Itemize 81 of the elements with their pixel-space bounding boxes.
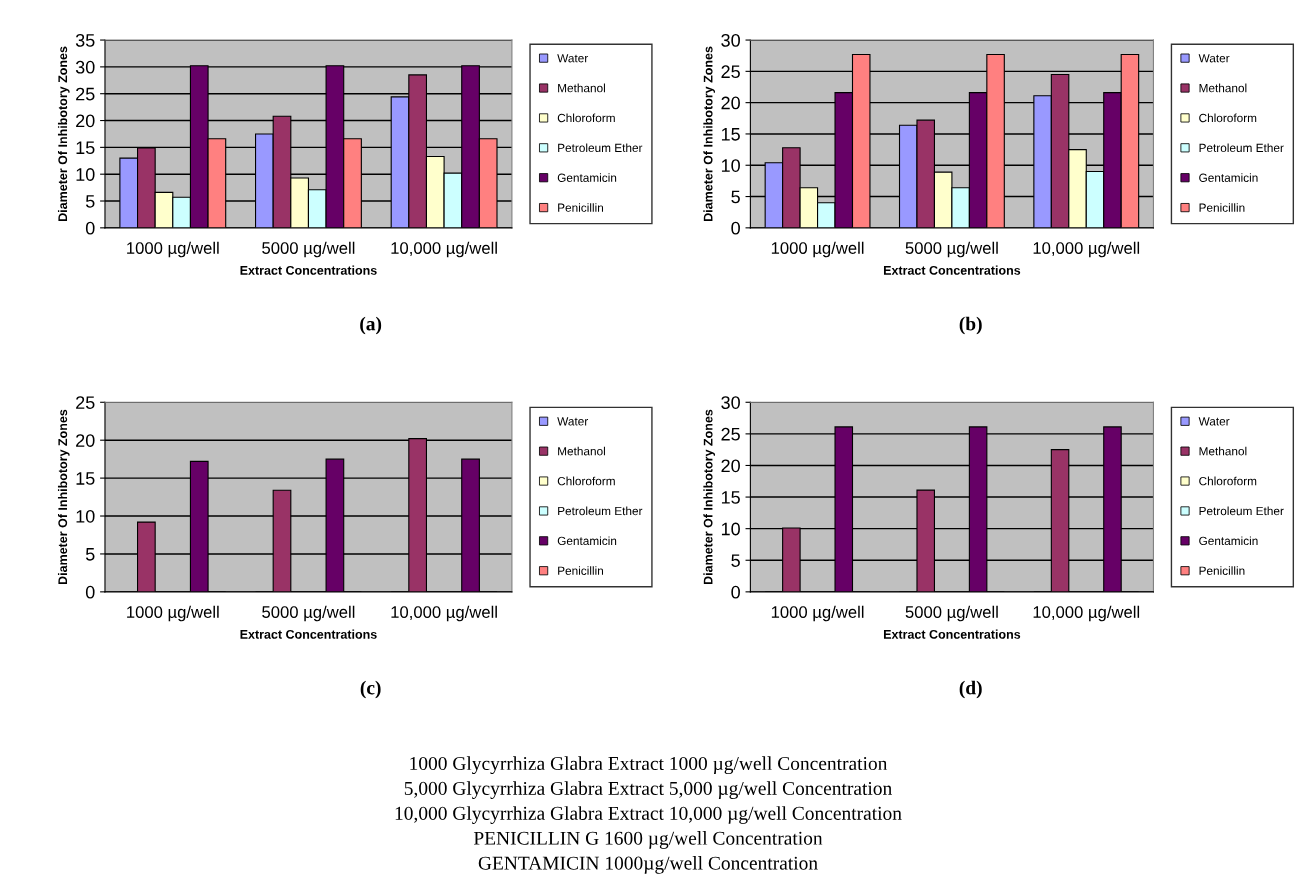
x-tick-label: 5000 µg/well — [905, 605, 998, 622]
x-tick-label: 1000 µg/well — [127, 605, 219, 622]
text: (c) — [360, 680, 381, 699]
legend-label: Water — [1198, 417, 1230, 426]
y-tick-label: 20 — [721, 96, 740, 110]
x-tick-label: 5000 µg/well — [905, 241, 998, 258]
text: 1000 Glycyrrhiza Glabra Extract 1000 µg/well Concentration — [410, 756, 888, 775]
x-tick-label: 1000 µg/well — [771, 605, 864, 622]
y-tick-label: 5 — [731, 190, 740, 204]
y-tick-label: 5 — [731, 554, 740, 567]
legend-label: Gentamicin — [557, 173, 617, 182]
x-tick-label: 10,000 µg/well — [1033, 605, 1140, 622]
x-tick-label: 10,000 µg/well — [391, 241, 497, 258]
legend-label: Penicillin — [1199, 203, 1245, 212]
y-axis-title: Diameter Of Inhibotory Zones — [57, 409, 70, 585]
x-tick-label: 10,000 µg/well — [1033, 241, 1140, 258]
y-axis-title: Diameter Of Inhibotory Zones — [703, 46, 716, 221]
x-axis-title: Extract Concentrations — [240, 265, 377, 275]
legend-label: Methanol — [558, 446, 605, 456]
y-tick-label: 0 — [85, 221, 95, 235]
text: 5,000 Glycyrrhiza Glabra Extract 5,000 µg/well Concentration — [404, 781, 892, 799]
y-tick-label: 30 — [721, 33, 740, 47]
y-tick-label: 15 — [76, 472, 95, 485]
legend-label: Petroleum Ether — [558, 506, 643, 516]
legend-label: Methanol — [1199, 446, 1247, 456]
legend-label: Methanol — [1199, 83, 1247, 93]
legend-label: Petroleum Ether — [1199, 506, 1284, 516]
y-tick-label: 25 — [721, 427, 740, 441]
text: GENTAMICIN 1000µg/well Concentration — [478, 856, 818, 874]
x-tick-label: 5000 µg/well — [262, 241, 355, 258]
y-tick-label: 0 — [731, 585, 740, 599]
legend-label: Chloroform — [1199, 113, 1257, 123]
legend-label: Chloroform — [557, 113, 615, 123]
y-tick-label: 25 — [721, 65, 740, 79]
legend-label: Chloroform — [557, 476, 615, 486]
y-tick-label: 0 — [85, 585, 95, 599]
y-tick-label: 10 — [76, 509, 95, 523]
y-tick-label: 5 — [85, 195, 95, 208]
y-tick-label: 10 — [721, 522, 740, 536]
x-axis-title: Extract Concentrations — [883, 629, 1021, 639]
legend-label: Water — [1198, 54, 1230, 63]
text: (b) — [959, 316, 982, 335]
legend-label: Methanol — [558, 83, 605, 93]
y-tick-label: 25 — [76, 87, 95, 101]
x-tick-label: 5000 µg/well — [262, 605, 355, 622]
y-tick-label: 25 — [76, 396, 95, 409]
legend-label: Petroleum Ether — [1199, 143, 1284, 153]
x-tick-label: 10,000 µg/well — [391, 605, 497, 622]
y-tick-label: 35 — [75, 33, 95, 47]
text: (d) — [959, 680, 982, 699]
y-axis-title: Diameter Of Inhibotory Zones — [57, 46, 70, 221]
legend-label: Gentamicin — [557, 536, 617, 546]
x-tick-label: 1000 µg/well — [771, 241, 864, 258]
y-tick-label: 30 — [75, 60, 95, 74]
x-axis-title: Extract Concentrations — [883, 265, 1021, 275]
text: PENICILLIN G 1600 µg/well Concentration — [473, 831, 823, 849]
legend-label: Gentamicin — [1199, 536, 1258, 546]
text: (a) — [360, 316, 382, 335]
y-tick-label: 10 — [76, 168, 95, 181]
legend-label: Penicillin — [558, 203, 604, 212]
y-tick-label: 20 — [76, 434, 95, 447]
legend-label: Water — [557, 54, 589, 63]
y-axis-title: Diameter Of Inhibotory Zones — [703, 409, 716, 585]
legend-label: Water — [557, 417, 589, 426]
legend-label: Chloroform — [1199, 476, 1257, 486]
x-tick-label: 1000 µg/well — [127, 241, 219, 258]
legend-label: Petroleum Ether — [558, 143, 643, 153]
y-tick-label: 15 — [721, 491, 740, 504]
legend-label: Penicillin — [558, 566, 604, 575]
y-tick-label: 30 — [721, 396, 740, 409]
legend-label: Gentamicin — [1199, 173, 1258, 182]
y-tick-label: 20 — [76, 114, 95, 128]
text: 10,000 Glycyrrhiza Glabra Extract 10,000 µg/well Concentration — [395, 806, 902, 824]
y-tick-label: 15 — [76, 141, 95, 155]
y-tick-label: 0 — [731, 221, 740, 235]
y-tick-label: 10 — [721, 159, 740, 172]
x-axis-title: Extract Concentrations — [240, 629, 377, 639]
y-tick-label: 20 — [721, 459, 740, 473]
y-tick-label: 5 — [85, 548, 95, 561]
y-tick-label: 15 — [721, 128, 740, 141]
legend-label: Penicillin — [1199, 566, 1245, 575]
